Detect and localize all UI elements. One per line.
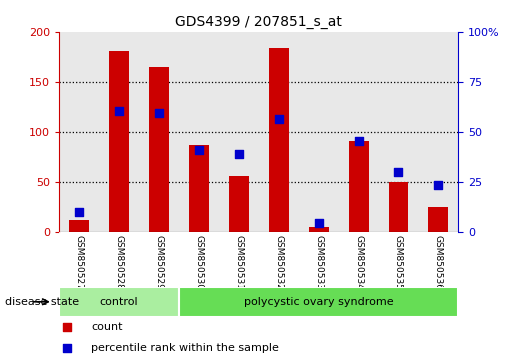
Text: GSM850532: GSM850532 [274, 235, 283, 290]
Text: GSM850534: GSM850534 [354, 235, 363, 290]
Bar [69, 220, 89, 232]
Point [195, 147, 203, 153]
Bar [349, 141, 369, 232]
Point [63, 345, 71, 351]
Text: percentile rank within the sample: percentile rank within the sample [91, 343, 279, 353]
Point [63, 324, 71, 329]
Title: GDS4399 / 207851_s_at: GDS4399 / 207851_s_at [175, 16, 342, 29]
Text: GSM850528: GSM850528 [115, 235, 124, 290]
Point [115, 108, 123, 114]
Bar [229, 176, 249, 232]
Text: GSM850529: GSM850529 [154, 235, 163, 290]
Text: GSM850531: GSM850531 [234, 235, 243, 290]
Text: GSM850533: GSM850533 [314, 235, 323, 290]
Text: control: control [100, 297, 139, 307]
FancyBboxPatch shape [179, 287, 458, 317]
Bar [149, 67, 169, 232]
Point [394, 169, 403, 175]
Text: count: count [91, 321, 123, 332]
Point [434, 182, 442, 188]
Bar [308, 227, 329, 232]
Text: polycystic ovary syndrome: polycystic ovary syndrome [244, 297, 393, 307]
Bar [189, 145, 209, 232]
Point [155, 110, 163, 116]
Bar [388, 182, 408, 232]
Point [75, 209, 83, 215]
FancyBboxPatch shape [59, 287, 179, 317]
Bar [109, 51, 129, 232]
Text: GSM850530: GSM850530 [195, 235, 203, 290]
Text: GSM850527: GSM850527 [75, 235, 83, 290]
Text: GSM850536: GSM850536 [434, 235, 443, 290]
Bar [428, 207, 449, 232]
Point [354, 138, 363, 144]
Point [235, 151, 243, 157]
Point [315, 220, 323, 226]
Bar [269, 48, 289, 232]
Text: disease state: disease state [5, 297, 79, 307]
Text: GSM850535: GSM850535 [394, 235, 403, 290]
Point [274, 116, 283, 122]
